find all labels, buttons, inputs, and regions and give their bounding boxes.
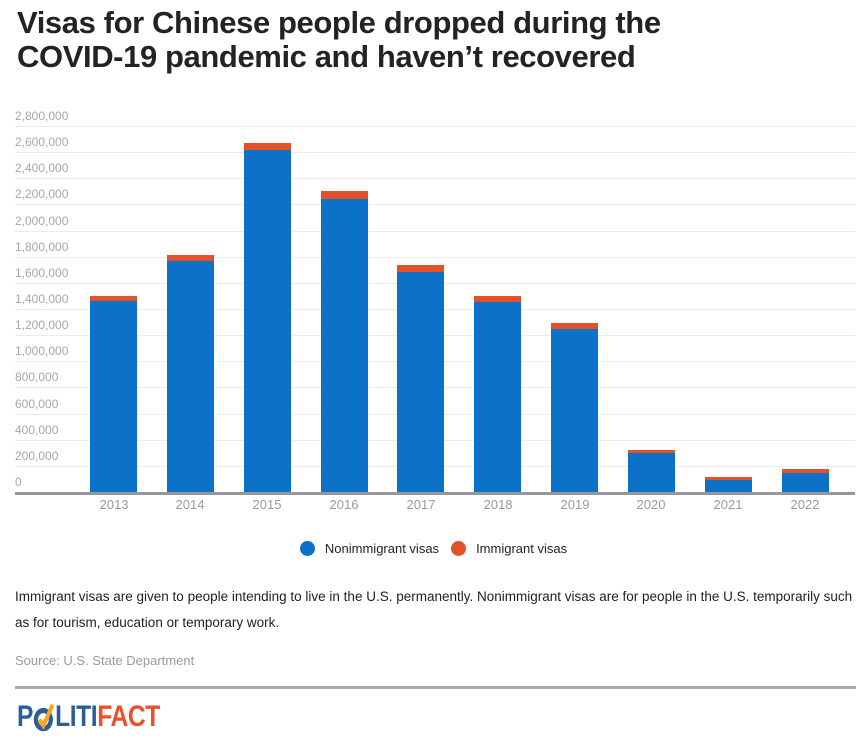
y-axis-tick-label: 2,000,000 <box>15 214 69 228</box>
chart-title: Visas for Chinese people dropped during … <box>17 6 862 74</box>
y-axis-tick-label: 1,000,000 <box>15 344 69 358</box>
bar-segment-nonimmigrant-2022 <box>782 473 829 492</box>
chart-title-line1: Visas for Chinese people dropped during … <box>17 5 661 40</box>
y-axis-tick-label: 2,800,000 <box>15 109 69 123</box>
chart-legend: Nonimmigrant visas Immigrant visas <box>0 538 867 558</box>
politifact-logo: P LITI FACT <box>17 700 160 733</box>
y-axis-tick-label: 2,600,000 <box>15 135 69 149</box>
bar-segment-immigrant-2021 <box>705 477 752 480</box>
x-axis-label-2016: 2016 <box>329 497 359 512</box>
x-axis-label-2014: 2014 <box>175 497 205 512</box>
legend-swatch-immigrant <box>451 540 467 556</box>
gridline <box>15 231 855 232</box>
y-axis-tick-label: 0 <box>15 475 22 489</box>
legend-item-nonimmigrant: Nonimmigrant visas <box>299 540 440 556</box>
bar-segment-immigrant-2020 <box>628 450 675 453</box>
bar-segment-nonimmigrant-2016 <box>321 199 368 492</box>
x-axis-label-2021: 2021 <box>713 497 743 512</box>
bar-segment-immigrant-2016 <box>321 191 368 199</box>
gridline <box>15 204 855 205</box>
y-axis-tick-label: 1,600,000 <box>15 266 69 280</box>
chart-footnote: Immigrant visas are given to people inte… <box>15 589 853 630</box>
x-axis-label-2015: 2015 <box>252 497 282 512</box>
y-axis-tick-label: 1,400,000 <box>15 292 69 306</box>
bar-segment-nonimmigrant-2019 <box>551 329 598 492</box>
bar-segment-immigrant-2018 <box>474 296 521 302</box>
legend-item-immigrant: Immigrant visas <box>451 540 568 556</box>
x-axis-label-2019: 2019 <box>560 497 590 512</box>
y-axis-tick-label: 200,000 <box>15 449 59 463</box>
logo-letter-p: P <box>17 700 34 733</box>
y-axis-tick-label: 800,000 <box>15 370 59 384</box>
y-axis-tick-label: 600,000 <box>15 397 59 411</box>
x-axis-label-2020: 2020 <box>636 497 666 512</box>
y-axis-tick-label: 2,400,000 <box>15 161 69 175</box>
legend-label-nonimmigrant: Nonimmigrant visas <box>324 540 440 556</box>
gridline <box>15 178 855 179</box>
x-axis-label-2018: 2018 <box>483 497 513 512</box>
stacked-bar-chart: 2,800,000 2,600,000 2,400,000 2,200,000 2,00… <box>15 109 855 512</box>
logo-letters-liti: LITI <box>55 700 98 733</box>
bar-segment-nonimmigrant-2021 <box>705 480 752 492</box>
bar-segment-immigrant-2019 <box>551 323 598 329</box>
x-axis-label-2013: 2013 <box>99 497 129 512</box>
gridline <box>15 152 855 153</box>
legend-swatch-nonimmigrant <box>299 540 315 556</box>
bar-segment-nonimmigrant-2013 <box>90 301 137 492</box>
y-axis-tick-label: 400,000 <box>15 423 59 437</box>
bar-segment-nonimmigrant-2018 <box>474 302 521 492</box>
gridline <box>15 257 855 258</box>
politifact-check-icon <box>33 703 55 732</box>
y-axis-tick-label: 1,200,000 <box>15 318 69 332</box>
bar-segment-immigrant-2017 <box>397 265 444 272</box>
legend-label-immigrant: Immigrant visas <box>476 540 568 556</box>
bar-segment-nonimmigrant-2015 <box>244 150 291 492</box>
footer-divider <box>15 686 856 689</box>
bar-segment-immigrant-2015 <box>244 143 291 150</box>
x-axis-baseline <box>15 492 855 495</box>
bar-segment-nonimmigrant-2014 <box>167 261 214 492</box>
source-label: Source: U.S. State Department <box>15 653 195 668</box>
y-axis-tick-label: 2,200,000 <box>15 187 69 201</box>
x-axis-label-2022: 2022 <box>790 497 820 512</box>
logo-letters-fact: FACT <box>97 700 160 733</box>
y-axis-tick-label: 1,800,000 <box>15 240 69 254</box>
bar-segment-nonimmigrant-2020 <box>628 453 675 492</box>
x-axis-label-2017: 2017 <box>406 497 436 512</box>
bar-segment-immigrant-2022 <box>782 469 829 473</box>
bar-segment-nonimmigrant-2017 <box>397 272 444 492</box>
bar-segment-immigrant-2014 <box>167 255 214 261</box>
gridline <box>15 126 855 127</box>
chart-title-line2: COVID-19 pandemic and haven’t recovered <box>17 39 636 74</box>
bar-segment-immigrant-2013 <box>90 296 137 301</box>
